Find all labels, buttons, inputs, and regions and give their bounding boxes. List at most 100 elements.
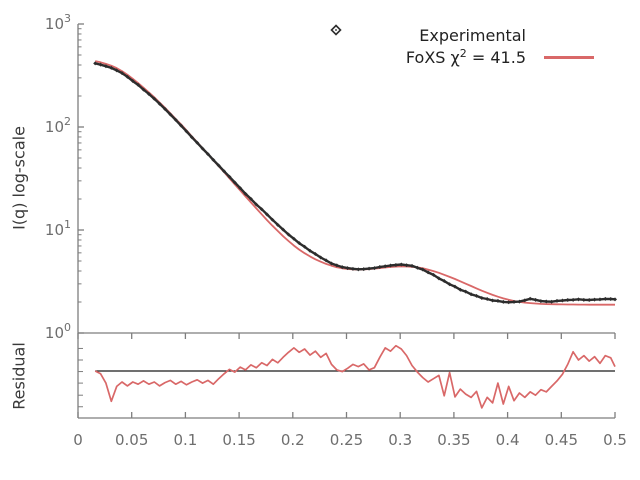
x-tick-label: 0.2: [281, 431, 305, 449]
data-point-diamond: [238, 186, 243, 191]
data-point-diamond: [205, 152, 210, 157]
data-point-diamond: [345, 266, 350, 271]
data-point-diamond: [415, 265, 420, 270]
data-point-diamond: [103, 64, 108, 69]
data-point-diamond: [377, 264, 382, 269]
data-point-diamond: [243, 191, 248, 196]
data-point-diamond: [340, 265, 345, 270]
data-point-diamond: [560, 298, 565, 303]
data-point-diamond: [275, 222, 280, 227]
data-point-diamond: [130, 79, 135, 84]
data-point-diamond: [495, 298, 500, 303]
data-point-diamond: [356, 267, 361, 272]
data-point-diamond: [136, 82, 141, 87]
data-point-diamond: [597, 297, 602, 302]
data-point-diamond: [613, 297, 617, 302]
data-point-diamond: [350, 266, 355, 271]
data-point-diamond: [528, 296, 533, 301]
data-point-diamond: [479, 295, 484, 300]
data-point-diamond: [522, 298, 527, 303]
data-point-diamond: [549, 299, 554, 304]
legend-entry-experimental: Experimental: [330, 24, 602, 46]
data-point-diamond: [93, 61, 98, 66]
data-point-diamond: [216, 163, 221, 168]
data-point-diamond: [603, 296, 608, 301]
data-point-diamond: [592, 297, 597, 302]
data-point-diamond: [383, 264, 388, 269]
x-tick-label: 0.4: [496, 431, 520, 449]
x-tick-label: 0.35: [437, 431, 470, 449]
data-point-diamond: [291, 236, 296, 241]
data-point-diamond: [109, 65, 114, 70]
data-point-diamond: [297, 241, 302, 246]
data-point-diamond: [157, 101, 162, 106]
legend-entry-foxs: FoXS χ2 = 41.5: [330, 46, 602, 68]
data-point-diamond: [227, 174, 232, 179]
data-point-diamond: [571, 297, 576, 302]
data-point-diamond: [410, 263, 415, 268]
fit-line-sample: [544, 55, 594, 59]
data-point-diamond: [393, 263, 398, 268]
data-point-diamond: [442, 278, 447, 283]
data-point-diamond: [195, 140, 200, 145]
data-point-diamond: [302, 244, 307, 249]
axes: 100 101 102 103 0 0.05 0.1 0.15 0.2 0.25 0.3 0.35 0.…: [45, 12, 627, 449]
y-tick-label: 102: [45, 115, 71, 136]
data-point-diamond: [420, 267, 425, 272]
x-tick-label: 0.15: [222, 431, 255, 449]
data-point-diamond: [458, 287, 463, 292]
experimental-curve: [94, 62, 616, 304]
x-tick-label: 0.5: [603, 431, 627, 449]
x-tick-label: 0.25: [330, 431, 363, 449]
chi-squared-superscript: 2: [459, 46, 467, 60]
data-point-diamond: [426, 270, 431, 275]
data-point-diamond: [587, 298, 592, 303]
data-point-diamond: [608, 297, 613, 302]
data-point-diamond: [146, 92, 151, 97]
data-point-diamond: [307, 248, 312, 253]
x-tick-label: 0.1: [173, 431, 197, 449]
data-point-diamond: [436, 276, 441, 281]
x-axis-title: q [Å-1]: [0, 0, 320, 10]
x-tick-label: 0: [73, 431, 83, 449]
data-point-diamond: [318, 255, 323, 260]
data-point-diamond: [179, 123, 184, 128]
data-point-diamond: [141, 87, 146, 92]
data-point-diamond: [270, 217, 275, 222]
main-y-axis-title: I(q) log-scale: [9, 126, 29, 230]
data-point-diamond: [367, 266, 372, 271]
data-point-diamond: [431, 272, 436, 277]
residual-curve: [94, 344, 616, 409]
data-point-diamond: [490, 298, 495, 303]
legend-sample-foxs: [536, 55, 602, 59]
data-point-diamond: [313, 251, 318, 256]
data-point-diamond: [512, 299, 517, 304]
data-point-diamond: [506, 300, 511, 305]
data-point-diamond: [324, 258, 329, 263]
data-point-diamond: [404, 263, 409, 268]
data-point-diamond: [114, 68, 119, 73]
data-point-diamond: [452, 284, 457, 289]
data-point-diamond: [447, 282, 452, 287]
data-point-diamond: [211, 157, 216, 162]
data-point-diamond: [281, 227, 286, 232]
data-point-diamond: [329, 261, 334, 266]
diamond-marker-icon: [330, 24, 342, 36]
data-point-diamond: [120, 71, 125, 76]
x-tick-label: 0.45: [545, 431, 578, 449]
data-point-diamond: [544, 299, 549, 304]
data-point-diamond: [501, 299, 506, 304]
data-point-diamond: [372, 266, 377, 271]
data-point-diamond: [555, 298, 560, 303]
legend-label-experimental: Experimental: [419, 25, 526, 45]
experimental-markers: [93, 61, 617, 305]
data-point-diamond: [576, 297, 581, 302]
data-point-diamond: [254, 202, 259, 207]
data-point-diamond: [189, 135, 194, 140]
data-point-diamond: [98, 62, 103, 67]
data-point-diamond: [485, 297, 490, 302]
y-tick-label: 100: [45, 321, 71, 342]
data-point-diamond: [469, 292, 474, 297]
